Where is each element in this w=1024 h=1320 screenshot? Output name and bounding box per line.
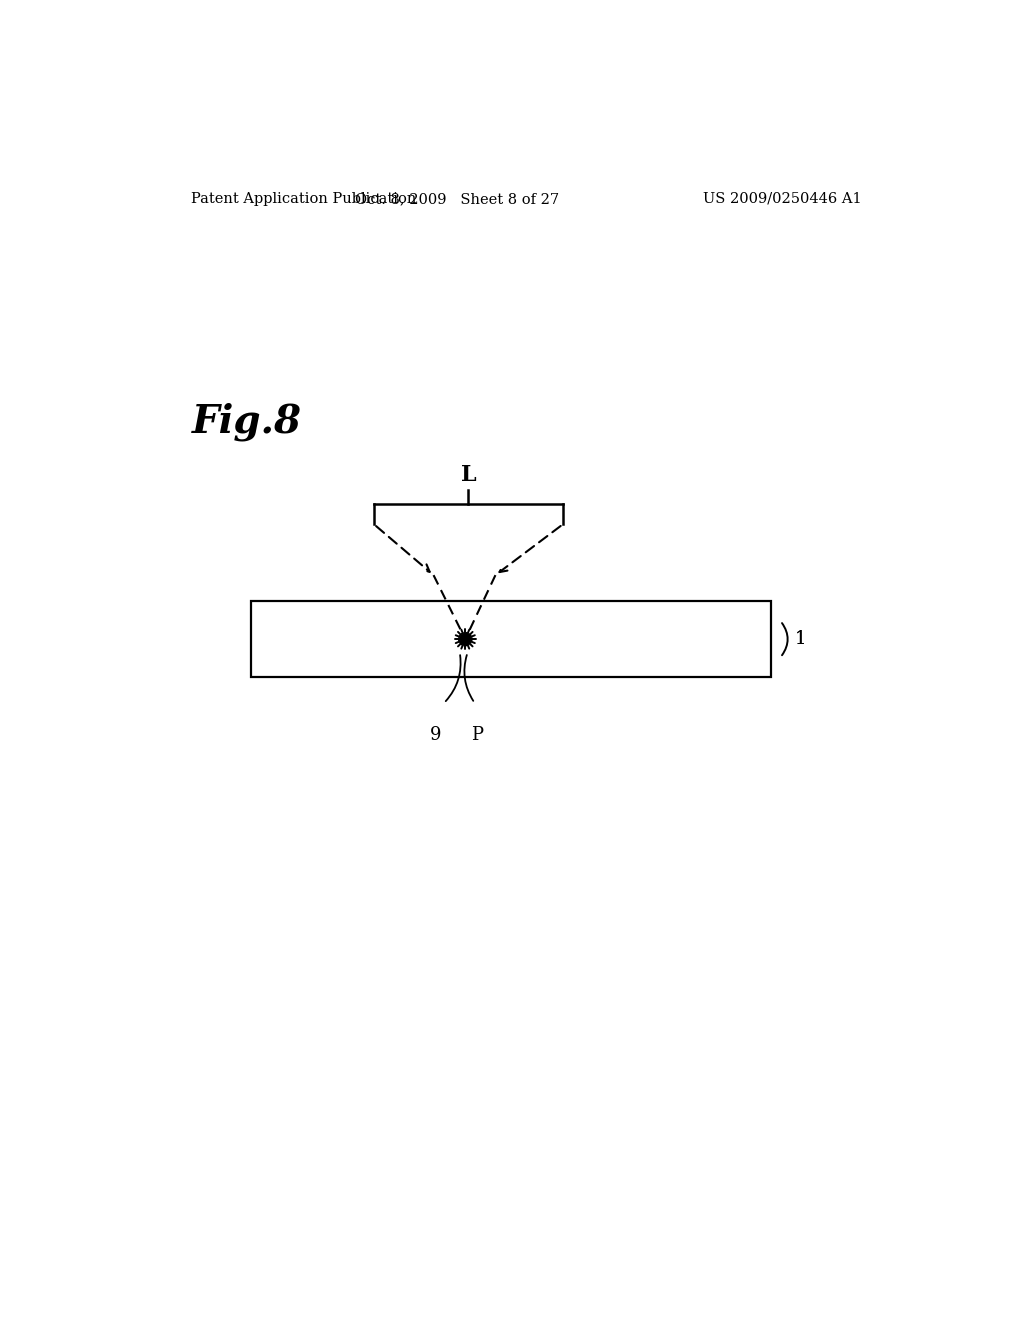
Text: P: P — [471, 726, 483, 743]
Bar — [251, 601, 771, 677]
Text: US 2009/0250446 A1: US 2009/0250446 A1 — [703, 191, 862, 206]
Text: L: L — [461, 463, 476, 486]
Text: Oct. 8, 2009   Sheet 8 of 27: Oct. 8, 2009 Sheet 8 of 27 — [355, 191, 559, 206]
Text: 1: 1 — [795, 630, 806, 648]
Text: Fig.8: Fig.8 — [191, 403, 301, 441]
Text: 1: 1 — [795, 630, 806, 648]
Text: Patent Application Publication: Patent Application Publication — [191, 191, 417, 206]
Text: 9: 9 — [430, 726, 441, 743]
